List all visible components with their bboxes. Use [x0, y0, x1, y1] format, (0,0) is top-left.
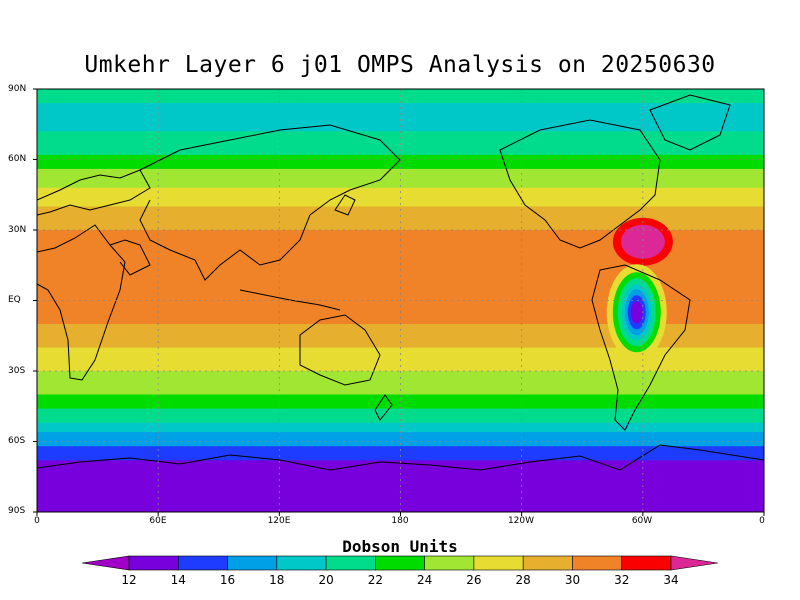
colorbar-box-8 [522, 555, 573, 571]
lat-label-60s: 60S [8, 436, 26, 446]
lat-label-60n: 60N [8, 154, 27, 164]
graticule [37, 89, 764, 512]
coast-south-america [591, 264, 691, 431]
colorbar-label: 14 [170, 573, 186, 587]
lon-label-0: 0 [34, 516, 40, 526]
coast-north-america [499, 119, 661, 249]
colorbar-box-1 [177, 555, 228, 571]
ozone-field-anomalies [606, 217, 673, 361]
lon-label-60e: 60E [149, 516, 167, 526]
colorbar-box-5 [375, 555, 425, 571]
colorbar [81, 555, 719, 571]
field-band-15 [37, 432, 764, 447]
coast-new-zealand [374, 394, 393, 421]
coast-indonesia [239, 289, 341, 311]
colorbar-upper-arrow [670, 555, 719, 571]
lat-label-90s: 90S [8, 506, 26, 516]
lat-label-eq: EQ [8, 295, 21, 305]
map-title: Umkehr Layer 6 j01 OMPS Analysis on 2025… [84, 52, 716, 78]
colorbar-box-3 [276, 555, 327, 571]
coastlines [37, 94, 764, 471]
coast-europe [37, 169, 151, 216]
axis-ticks [33, 88, 765, 516]
colorbar-box-0 [128, 555, 179, 571]
coast-antarctica [37, 444, 764, 471]
field-band-13 [37, 408, 764, 424]
anomaly-max-ring-1 [620, 224, 665, 259]
field-band-4 [37, 168, 764, 189]
colorbar-box-4 [325, 555, 376, 571]
colorbar-label: 22 [367, 573, 383, 587]
coast-arabia [109, 239, 151, 276]
colorbar-label: 16 [219, 573, 236, 587]
anomaly-min-ring-6 [630, 301, 643, 324]
colorbar-label: 30 [564, 573, 581, 587]
colorbar-label: 18 [269, 573, 285, 587]
field-band-14 [37, 422, 764, 433]
colorbar-title: Dobson Units [342, 537, 458, 556]
lon-label-120w: 120W [507, 516, 535, 526]
lat-label-30s: 30S [8, 366, 26, 376]
colorbar-box-10 [621, 555, 672, 571]
colorbar-box-9 [572, 555, 623, 571]
colorbar-label: 12 [121, 573, 137, 587]
lat-label-30n: 30N [8, 225, 27, 235]
colorbar-label: 26 [466, 573, 482, 587]
colorbar-label: 34 [663, 573, 679, 587]
colorbar-lower-arrow [81, 555, 130, 571]
colorbar-label: 24 [416, 573, 433, 587]
lon-label-120e: 120E [267, 516, 291, 526]
coast-asia [139, 124, 401, 281]
colorbar-label: 20 [318, 573, 334, 587]
coast-greenland [649, 94, 731, 151]
colorbar-box-2 [227, 555, 278, 571]
colorbar-box-6 [424, 555, 475, 571]
colorbar-box-7 [473, 555, 524, 571]
coast-africa [37, 224, 126, 381]
colorbar-label: 28 [515, 573, 531, 587]
coast-australia [299, 314, 381, 386]
lat-label-90n: 90N [8, 84, 27, 94]
lon-label-180: 180 [391, 516, 409, 526]
colorbar-label: 32 [614, 573, 630, 587]
lon-label-0-right: 0 [759, 516, 765, 526]
lon-label-60w: 60W [631, 516, 653, 526]
coast-japan [334, 194, 356, 216]
